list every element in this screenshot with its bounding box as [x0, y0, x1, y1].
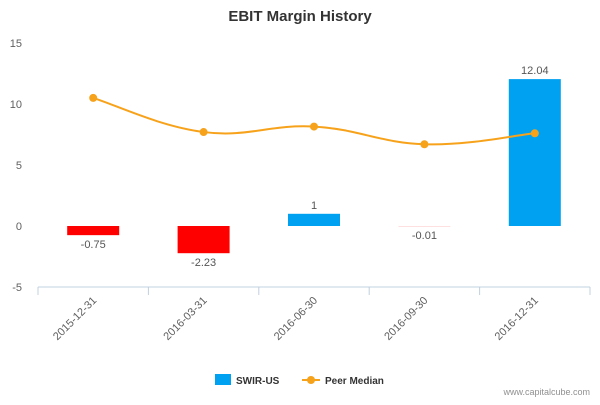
x-tick-label: 2015-12-31: [51, 295, 99, 343]
bar-data-label: 1: [311, 200, 317, 212]
x-tick-label: 2016-06-30: [272, 295, 320, 343]
watermark-text: www.capitalcube.com: [502, 387, 590, 397]
chart-legend: SWIR-US Peer Median: [215, 374, 384, 387]
bar-data-label: -2.23: [191, 257, 216, 269]
legend-swatch-peer-median-marker: [307, 376, 315, 384]
bar-data-label: -0.01: [412, 230, 437, 242]
bar-series-swir-us: [67, 79, 561, 253]
peer-median-point: [310, 123, 318, 131]
legend-label-swir-us: SWIR-US: [236, 376, 280, 387]
peer-median-line: [93, 98, 535, 144]
y-tick-label: 5: [16, 160, 22, 172]
x-tick-label: 2016-12-31: [493, 295, 541, 343]
peer-median-point: [200, 128, 208, 136]
chart-title: EBIT Margin History: [228, 8, 372, 25]
peer-median-point: [531, 129, 539, 137]
y-tick-label: 10: [10, 99, 22, 111]
y-tick-label: 0: [16, 221, 22, 233]
bar: [509, 79, 561, 226]
bar-data-label: -0.75: [81, 239, 106, 251]
bar: [67, 226, 119, 235]
y-tick-label: 15: [10, 38, 22, 50]
x-tick-label: 2016-09-30: [382, 295, 430, 343]
bar-data-labels: -0.75 -2.23 1 -0.01 12.04: [81, 65, 549, 269]
legend-swatch-swir-us: [215, 374, 231, 385]
y-axis: -5 0 5 10 15: [10, 38, 22, 294]
legend-label-peer-median: Peer Median: [325, 376, 384, 387]
bar: [178, 226, 230, 253]
x-tick-label: 2016-03-31: [161, 295, 209, 343]
peer-median-point: [420, 140, 428, 148]
bar-data-label: 12.04: [521, 65, 549, 77]
y-tick-label: -5: [12, 282, 22, 294]
x-axis: 2015-12-31 2016-03-31 2016-06-30 2016-09-30…: [38, 287, 590, 343]
line-series-peer-median: [89, 94, 539, 148]
peer-median-point: [89, 94, 97, 102]
bar: [288, 214, 340, 226]
